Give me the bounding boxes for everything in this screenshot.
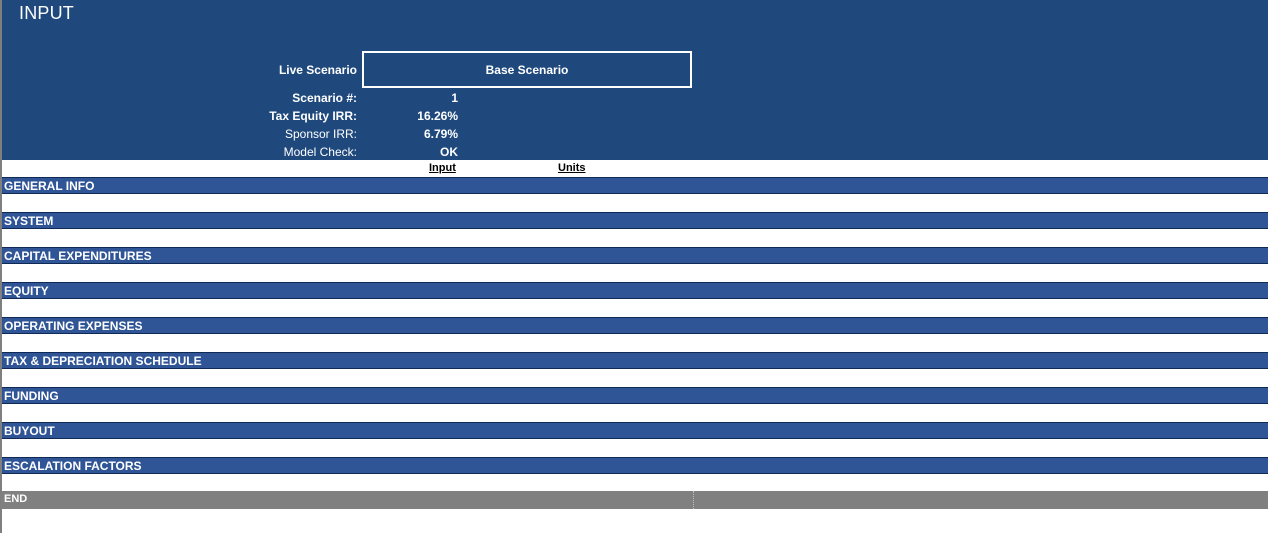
section-label: SYSTEM (4, 214, 54, 228)
section-label: CAPITAL EXPENDITURES (4, 249, 152, 263)
end-row-divider (693, 491, 695, 509)
scenario-number-value[interactable]: 1 (451, 91, 458, 105)
tax-equity-irr-value[interactable]: 16.26% (417, 109, 458, 123)
tax-equity-irr-label: Tax Equity IRR: (269, 109, 357, 123)
section-label: TAX & DEPRECIATION SCHEDULE (4, 354, 202, 368)
section-buyout[interactable]: BUYOUT (2, 422, 1268, 439)
live-scenario-selector[interactable]: Base Scenario (362, 51, 692, 88)
header-band (2, 0, 1268, 160)
section-label: ESCALATION FACTORS (4, 459, 142, 473)
section-label: GENERAL INFO (4, 179, 95, 193)
column-header-units: Units (558, 162, 586, 174)
section-funding[interactable]: FUNDING (2, 387, 1268, 404)
live-scenario-value: Base Scenario (485, 62, 569, 77)
section-capital-expenditures[interactable]: CAPITAL EXPENDITURES (2, 247, 1268, 264)
model-check-value[interactable]: OK (440, 145, 458, 159)
section-tax-depreciation-schedule[interactable]: TAX & DEPRECIATION SCHEDULE (2, 352, 1268, 369)
section-general-info[interactable]: GENERAL INFO (2, 177, 1268, 194)
sponsor-irr-label: Sponsor IRR: (284, 127, 357, 141)
section-escalation-factors[interactable]: ESCALATION FACTORS (2, 457, 1268, 474)
column-header-input: Input (429, 162, 456, 174)
sponsor-irr-value[interactable]: 6.79% (423, 127, 458, 141)
section-system[interactable]: SYSTEM (2, 212, 1268, 229)
section-label: FUNDING (4, 389, 59, 403)
section-operating-expenses[interactable]: OPERATING EXPENSES (2, 317, 1268, 334)
scenario-number-label: Scenario #: (292, 91, 357, 105)
section-label: OPERATING EXPENSES (4, 319, 143, 333)
section-equity[interactable]: EQUITY (2, 282, 1268, 299)
model-check-label: Model Check: (283, 145, 357, 159)
page-title: INPUT (19, 3, 74, 23)
live-scenario-label: Live Scenario (278, 63, 357, 77)
section-label: EQUITY (4, 284, 49, 298)
end-label: END (4, 493, 28, 505)
end-row: END (2, 491, 1268, 509)
row-header-edge (0, 0, 2, 533)
section-label: BUYOUT (4, 424, 55, 438)
